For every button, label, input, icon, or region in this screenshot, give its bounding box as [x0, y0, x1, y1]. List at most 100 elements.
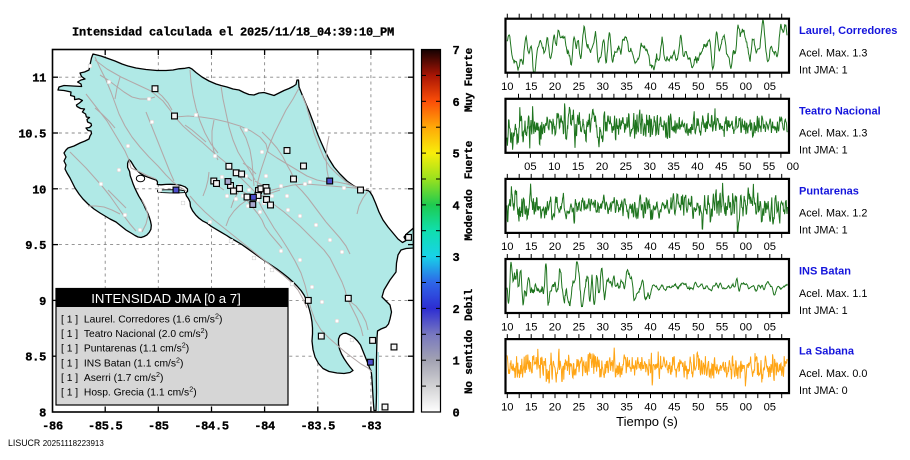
- svg-text:Int JMA: 0: Int JMA: 0: [799, 385, 848, 397]
- svg-text:Acel. Max. 1.3: Acel. Max. 1.3: [799, 128, 867, 140]
- svg-text:55: 55: [716, 81, 728, 93]
- svg-text:Fuerte: Fuerte: [464, 140, 476, 179]
- svg-text:-83.5: -83.5: [301, 420, 336, 434]
- svg-text:Int JMA: 1: Int JMA: 1: [799, 225, 848, 237]
- svg-text:00: 00: [740, 321, 752, 333]
- svg-text:9.5: 9.5: [25, 239, 46, 253]
- svg-text:6: 6: [453, 96, 460, 110]
- svg-text:00: 00: [787, 161, 799, 173]
- svg-text:Puntarenas: Puntarenas: [799, 185, 859, 197]
- svg-text:[ 1 ] Puntarenas (1.1 cm/s2): [ 1 ] Puntarenas (1.1 cm/s2): [61, 341, 189, 355]
- svg-text:25: 25: [573, 321, 585, 333]
- svg-text:[ 1 ] Teatro Nacional (2.0 cm: [ 1 ] Teatro Nacional (2.0 cm/s2): [61, 326, 208, 340]
- svg-text:-85: -85: [148, 420, 169, 434]
- svg-text:Int JMA: 1: Int JMA: 1: [799, 145, 848, 157]
- svg-text:30: 30: [596, 321, 608, 333]
- svg-text:45: 45: [668, 401, 680, 413]
- svg-text:40: 40: [644, 241, 656, 253]
- svg-text:Intensidad calculada el 2025/1: Intensidad calculada el 2025/11/18_04:39…: [72, 26, 394, 40]
- svg-text:7: 7: [453, 44, 460, 58]
- svg-text:25: 25: [573, 81, 585, 93]
- svg-text:30: 30: [596, 241, 608, 253]
- svg-text:55: 55: [716, 321, 728, 333]
- svg-text:15: 15: [525, 401, 537, 413]
- svg-text:4: 4: [453, 199, 460, 213]
- svg-text:00: 00: [740, 81, 752, 93]
- svg-text:La Sabana: La Sabana: [799, 346, 855, 358]
- svg-text:30: 30: [643, 161, 655, 173]
- svg-text:25: 25: [573, 241, 585, 253]
- svg-text:40: 40: [644, 401, 656, 413]
- svg-text:50: 50: [692, 81, 704, 93]
- svg-text:05: 05: [764, 321, 776, 333]
- svg-text:Debil: Debil: [464, 288, 476, 321]
- svg-text:8.5: 8.5: [25, 351, 46, 365]
- svg-text:05: 05: [524, 161, 536, 173]
- svg-text:10.5: 10.5: [18, 128, 46, 142]
- svg-text:50: 50: [692, 241, 704, 253]
- svg-text:Acel. Max. 1.1: Acel. Max. 1.1: [799, 288, 867, 300]
- svg-text:Acel. Max. 0.0: Acel. Max. 0.0: [799, 368, 867, 380]
- svg-text:15: 15: [572, 161, 584, 173]
- svg-text:INTENSIDAD JMA [0 a 7]: INTENSIDAD JMA [0 a 7]: [91, 291, 241, 306]
- svg-text:Teatro Nacional: Teatro Nacional: [799, 105, 881, 117]
- svg-text:Acel. Max. 1.3: Acel. Max. 1.3: [799, 48, 867, 60]
- svg-text:10: 10: [32, 183, 46, 197]
- svg-text:Int JMA: 1: Int JMA: 1: [799, 305, 848, 317]
- svg-text:15: 15: [525, 241, 537, 253]
- svg-text:-83: -83: [361, 420, 382, 434]
- svg-text:Moderado: Moderado: [464, 189, 476, 241]
- svg-text:30: 30: [596, 401, 608, 413]
- svg-text:50: 50: [739, 161, 751, 173]
- svg-text:50: 50: [692, 401, 704, 413]
- svg-text:45: 45: [668, 321, 680, 333]
- svg-text:INS Batan: INS Batan: [799, 266, 851, 278]
- svg-text:20: 20: [549, 241, 561, 253]
- svg-text:40: 40: [644, 81, 656, 93]
- svg-text:Acel. Max. 1.2: Acel. Max. 1.2: [799, 208, 867, 220]
- svg-text:Tiempo (s): Tiempo (s): [616, 414, 678, 429]
- svg-text:45: 45: [668, 241, 680, 253]
- svg-text:-86: -86: [42, 420, 63, 434]
- svg-text:55: 55: [716, 401, 728, 413]
- svg-text:20: 20: [596, 161, 608, 173]
- svg-text:10: 10: [501, 241, 513, 253]
- svg-text:30: 30: [596, 81, 608, 93]
- svg-text:20: 20: [549, 81, 561, 93]
- svg-text:05: 05: [764, 241, 776, 253]
- svg-text:35: 35: [620, 241, 632, 253]
- svg-text:40: 40: [691, 161, 703, 173]
- svg-text:-84: -84: [254, 420, 275, 434]
- svg-text:[ 1 ] INS Batan (1.1 cm/s2): [ 1 ] INS Batan (1.1 cm/s2): [61, 355, 183, 369]
- svg-text:15: 15: [525, 321, 537, 333]
- svg-text:35: 35: [620, 81, 632, 93]
- svg-text:3: 3: [453, 251, 460, 265]
- svg-text:15: 15: [525, 81, 537, 93]
- svg-text:55: 55: [763, 161, 775, 173]
- svg-text:No sentido: No sentido: [464, 329, 476, 394]
- svg-text:[ 1 ] Hosp. Grecia (1.1 cm/s2: [ 1 ] Hosp. Grecia (1.1 cm/s2): [61, 385, 197, 399]
- svg-text:10: 10: [548, 161, 560, 173]
- svg-text:05: 05: [764, 81, 776, 93]
- svg-text:[ 1 ] Aserri (1.7 cm/s2): [ 1 ] Aserri (1.7 cm/s2): [61, 370, 163, 384]
- svg-text:9: 9: [39, 295, 46, 309]
- svg-text:35: 35: [620, 321, 632, 333]
- svg-text:50: 50: [692, 321, 704, 333]
- svg-text:10: 10: [501, 401, 513, 413]
- svg-text:00: 00: [740, 241, 752, 253]
- svg-text:Int JMA: 1: Int JMA: 1: [799, 65, 848, 77]
- svg-text:1: 1: [453, 355, 460, 369]
- svg-text:20: 20: [549, 321, 561, 333]
- svg-text:35: 35: [667, 161, 679, 173]
- svg-text:35: 35: [620, 401, 632, 413]
- svg-text:2: 2: [453, 303, 460, 317]
- svg-text:25: 25: [573, 401, 585, 413]
- svg-text:[ 1 ] Laurel. Corredores (1.6: [ 1 ] Laurel. Corredores (1.6 cm/s2): [61, 312, 222, 326]
- svg-text:10: 10: [501, 81, 513, 93]
- svg-text:Muy Fuerte: Muy Fuerte: [464, 47, 476, 112]
- svg-text:10: 10: [501, 321, 513, 333]
- svg-text:45: 45: [668, 81, 680, 93]
- svg-text:11: 11: [32, 72, 46, 86]
- svg-text:55: 55: [716, 241, 728, 253]
- svg-text:-84.5: -84.5: [194, 420, 229, 434]
